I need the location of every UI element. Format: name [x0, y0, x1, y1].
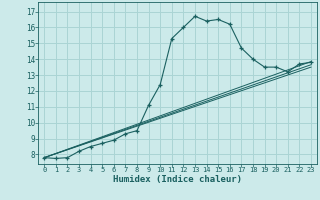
X-axis label: Humidex (Indice chaleur): Humidex (Indice chaleur) — [113, 175, 242, 184]
